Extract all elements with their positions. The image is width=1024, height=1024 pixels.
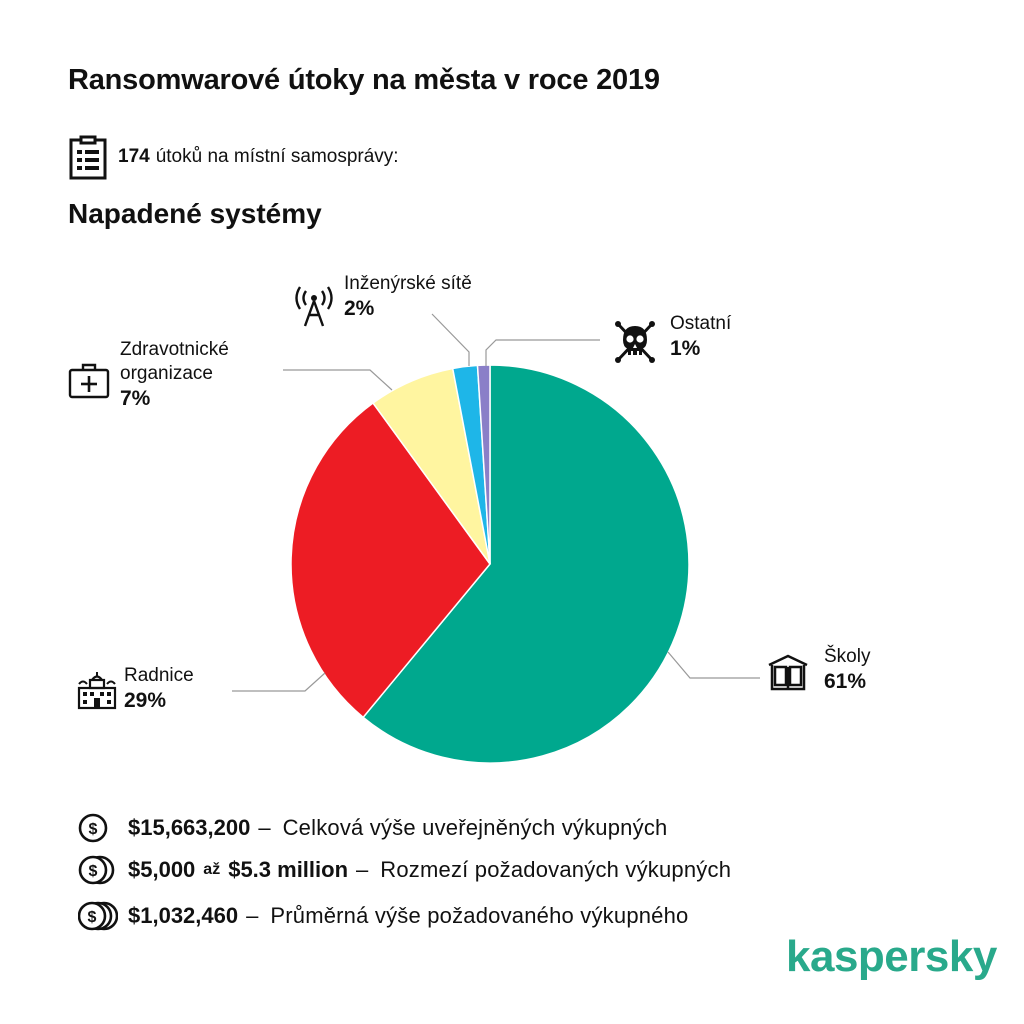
- leader-line-inzenyrske: [431, 313, 470, 366]
- slice-label-text: Inženýrské sítě: [344, 273, 472, 294]
- attacks-summary: 174 útoků na místní samosprávy:: [68, 134, 399, 180]
- ransom-description: Průměrná výše požadovaného výkupného: [270, 903, 689, 928]
- clipboard-list-icon: [69, 135, 107, 180]
- coin-double-icon: $: [78, 855, 115, 885]
- slice-label-text: Školy: [824, 646, 871, 667]
- skull-icon: [615, 321, 655, 363]
- leader-line-zdravotnicke: [283, 369, 393, 391]
- kaspersky-logo: kaspersky: [786, 932, 997, 981]
- slice-label-percent: 29%: [124, 689, 167, 712]
- ransom-separator: –: [356, 857, 369, 882]
- section-title: Napadené systémy: [68, 198, 322, 229]
- svg-text:$: $: [89, 863, 98, 880]
- slice-label-percent: 1%: [670, 337, 701, 360]
- slice-label-text-line2: organizace: [120, 363, 213, 384]
- slice-label-percent: 61%: [824, 670, 867, 693]
- ransom-separator: –: [246, 903, 259, 928]
- first-aid-kit-icon: [68, 363, 110, 399]
- ransom-amount: $15,663,200: [128, 815, 251, 840]
- book-icon: [768, 654, 808, 691]
- ransom-amount: $1,032,460: [128, 903, 239, 928]
- leader-line-ostatni: [485, 339, 600, 366]
- ransom-amount-min: $5,000: [128, 857, 196, 882]
- ransom-range-word: až: [203, 861, 221, 878]
- leader-line-skoly: [667, 651, 760, 679]
- ransom-description: Celková výše uveřejněných výkupných: [282, 815, 668, 840]
- ransom-total-row: $ $15,663,200 – Celková výše uveřejněnýc…: [78, 810, 667, 846]
- svg-text:$: $: [88, 909, 97, 926]
- city-hall-icon: [77, 672, 117, 710]
- slice-label-text-line1: Zdravotnické: [120, 339, 229, 360]
- ransom-range-row: $ $5,000 až $5.3 million – Rozmezí požad…: [78, 852, 731, 888]
- ransom-separator: –: [258, 815, 271, 840]
- ransom-average-row: $ $1,032,460 – Průměrná výše požadovanéh…: [78, 898, 689, 934]
- attacks-text: útoků na místní samosprávy:: [155, 146, 399, 167]
- slice-label-percent: 2%: [344, 297, 375, 320]
- pie-slice-radnice: [290, 401, 491, 719]
- slice-label-text: Ostatní: [670, 313, 732, 334]
- antenna-icon: [295, 286, 333, 327]
- slice-label-text: Radnice: [124, 665, 194, 686]
- coin-triple-icon: $: [78, 901, 118, 931]
- attacks-count: 174: [118, 146, 150, 167]
- ransom-description: Rozmezí požadovaných výkupných: [380, 857, 732, 882]
- leader-line-radnice: [232, 672, 326, 692]
- pie-slice-skoly: [362, 364, 690, 764]
- pie-slice-ostatni: [476, 364, 491, 565]
- coin-single-icon: $: [78, 813, 108, 843]
- ransom-amount-max: $5.3 million: [228, 857, 349, 882]
- slice-label-percent: 7%: [120, 387, 151, 410]
- svg-text:$: $: [89, 821, 98, 838]
- page-title: Ransomwarové útoky na města v roce 2019: [68, 64, 660, 96]
